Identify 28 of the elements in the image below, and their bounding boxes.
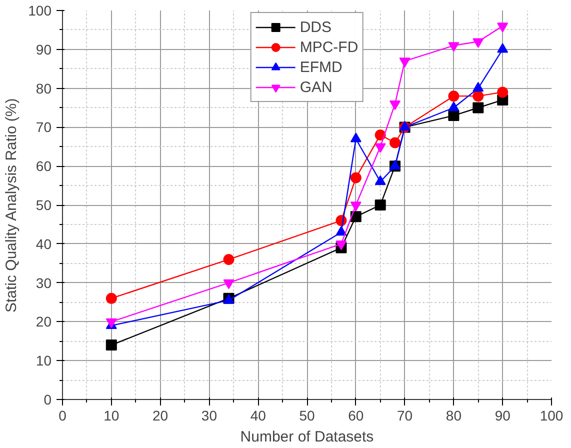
y-tick-label: 30: [36, 274, 52, 291]
x-axis-title: Number of Datasets: [240, 428, 374, 446]
x-tick-label: 30: [201, 408, 218, 424]
x-tick-label: 0: [58, 408, 67, 424]
y-tick-label: 70: [36, 119, 52, 136]
y-tick-label: 80: [36, 80, 52, 96]
legend-label: MPC-FD: [300, 38, 358, 56]
legend-label: EFMD: [300, 58, 342, 76]
y-tick-label: 0: [44, 392, 52, 408]
y-tick-label: 20: [36, 314, 52, 330]
y-tick-label: 40: [36, 236, 52, 252]
x-tick-label: 10: [104, 408, 120, 424]
x-tick-label: 20: [152, 408, 168, 424]
legend-label: DDS: [300, 18, 332, 36]
y-tick-label: 90: [36, 41, 52, 58]
y-tick-label: 50: [36, 197, 52, 213]
x-tick-label: 50: [299, 408, 315, 424]
y-tick-label: 60: [36, 158, 52, 174]
y-tick-label: 100: [28, 2, 52, 18]
x-tick-label: 70: [397, 408, 413, 424]
x-tick-label: 60: [348, 408, 364, 424]
legend-label: GAN: [300, 78, 332, 96]
x-tick-label: 90: [494, 408, 511, 424]
x-tick-label: 80: [446, 408, 462, 424]
y-tick-label: 10: [36, 352, 52, 369]
x-tick-label: 40: [250, 408, 266, 424]
y-axis-title: Static Quality Analysis Ratio (%): [3, 98, 20, 313]
x-tick-label: 100: [540, 408, 564, 424]
